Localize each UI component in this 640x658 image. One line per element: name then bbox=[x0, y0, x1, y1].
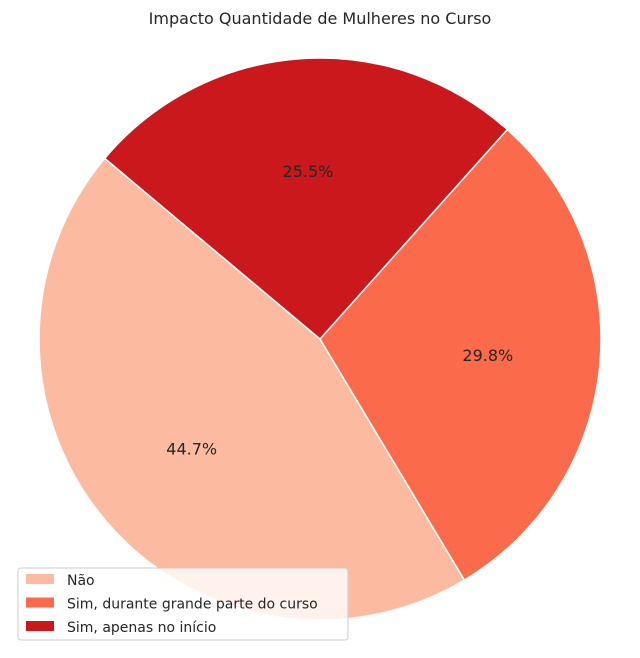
pie-slice-0 bbox=[38, 157, 466, 621]
legend-swatch-0 bbox=[26, 574, 54, 584]
pie-percentage-labels: 44.7% 29.8% 25.5% bbox=[166, 162, 513, 459]
legend-label-2: Sim, apenas no início bbox=[67, 620, 216, 636]
legend-swatch-1 bbox=[26, 597, 54, 608]
legend-label-1: Sim, durante grande parte do curso bbox=[67, 597, 318, 613]
pie-percentage-label-0: 44.7% bbox=[166, 439, 217, 458]
legend-label-0: Não bbox=[67, 573, 95, 589]
legend-box bbox=[17, 567, 349, 641]
legend: Não Sim, durante grande parte do curso Sim… bbox=[17, 567, 349, 641]
pie-slice-1 bbox=[319, 128, 602, 582]
pie-slice-2 bbox=[103, 57, 509, 341]
pie-percentage-label-1: 29.8% bbox=[462, 346, 513, 365]
pie-slices bbox=[38, 57, 602, 621]
chart-title: Impacto Quantidade de Mulheres no Curso bbox=[149, 9, 492, 28]
pie-percentage-label-2: 25.5% bbox=[283, 162, 334, 181]
legend-swatch-2 bbox=[26, 621, 54, 631]
